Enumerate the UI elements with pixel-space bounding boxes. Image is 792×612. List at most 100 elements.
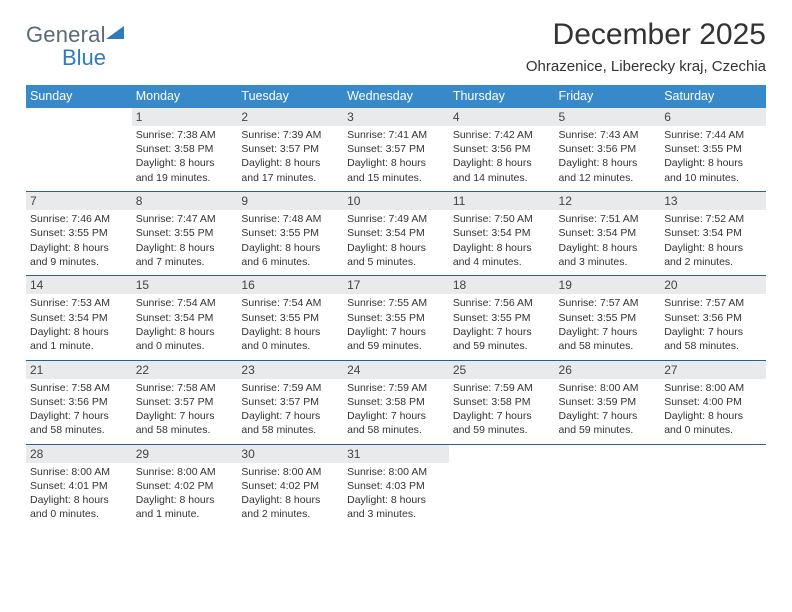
sunrise-line: Sunrise: 8:00 AM xyxy=(30,466,110,478)
day-detail-cell: Sunrise: 7:38 AMSunset: 3:58 PMDaylight:… xyxy=(132,126,238,191)
day-number-cell: 26 xyxy=(555,360,661,379)
sunrise-line: Sunrise: 7:58 AM xyxy=(30,382,110,394)
day-number-cell: 6 xyxy=(660,108,766,126)
daylight-line: Daylight: 8 hours and 1 minute. xyxy=(30,326,109,352)
sunset-line: Sunset: 3:57 PM xyxy=(241,396,319,408)
daylight-line: Daylight: 8 hours and 19 minutes. xyxy=(136,157,215,183)
sunrise-line: Sunrise: 7:41 AM xyxy=(347,129,427,141)
sunset-line: Sunset: 3:56 PM xyxy=(664,312,742,324)
day-number-row: 28293031 xyxy=(26,444,766,463)
sunset-line: Sunset: 4:01 PM xyxy=(30,480,108,492)
sunset-line: Sunset: 3:55 PM xyxy=(559,312,637,324)
daylight-line: Daylight: 7 hours and 59 minutes. xyxy=(347,326,426,352)
daylight-line: Daylight: 8 hours and 10 minutes. xyxy=(664,157,743,183)
sunset-line: Sunset: 3:57 PM xyxy=(136,396,214,408)
day-detail-row: Sunrise: 7:58 AMSunset: 3:56 PMDaylight:… xyxy=(26,379,766,444)
day-number-cell: 17 xyxy=(343,276,449,295)
daylight-line: Daylight: 8 hours and 15 minutes. xyxy=(347,157,426,183)
day-number-row: 78910111213 xyxy=(26,192,766,211)
sunset-line: Sunset: 3:56 PM xyxy=(453,143,531,155)
sunset-line: Sunset: 3:57 PM xyxy=(347,143,425,155)
logo-text-blue: Blue xyxy=(62,45,106,70)
day-number-cell: 28 xyxy=(26,444,132,463)
day-detail-cell: Sunrise: 7:41 AM Sunset: 3:57 PM Daylight:… xyxy=(343,126,449,191)
day-number-cell: 23 xyxy=(237,360,343,379)
daylight-line: Daylight: 8 hours and 9 minutes. xyxy=(30,242,109,268)
day-detail-cell: Sunrise: 8:00 AMSunset: 4:02 PMDaylight:… xyxy=(237,463,343,528)
sunrise-line: Sunrise: 7:50 AM xyxy=(453,213,533,225)
daylight-line: Daylight: 8 hours and 17 minutes. xyxy=(241,157,320,183)
day-detail-cell: Sunrise: 7:49 AMSunset: 3:54 PMDaylight:… xyxy=(343,210,449,275)
sunrise-line: Sunrise: 7:59 AM xyxy=(347,382,427,394)
day-detail-cell: Sunrise: 7:50 AMSunset: 3:54 PMDaylight:… xyxy=(449,210,555,275)
weekday-header: Thursday xyxy=(449,85,555,108)
day-detail-cell xyxy=(660,463,766,528)
daylight-line: Daylight: 7 hours and 58 minutes. xyxy=(347,410,426,436)
day-number-cell: 11 xyxy=(449,192,555,211)
day-number-cell: 25 xyxy=(449,360,555,379)
day-number-cell: 10 xyxy=(343,192,449,211)
daylight-line: Daylight: 8 hours and 0 minutes. xyxy=(241,326,320,352)
day-number-cell: 16 xyxy=(237,276,343,295)
day-detail-cell: Sunrise: 7:44 AMSunset: 3:55 PMDaylight:… xyxy=(660,126,766,191)
day-detail-cell: Sunrise: 7:48 AMSunset: 3:55 PMDaylight:… xyxy=(237,210,343,275)
day-detail-row: Sunrise: 7:53 AMSunset: 3:54 PMDaylight:… xyxy=(26,294,766,359)
daylight-line: Daylight: 7 hours and 58 minutes. xyxy=(136,410,215,436)
day-number-cell: 27 xyxy=(660,360,766,379)
day-detail-cell: Sunrise: 7:58 AM Sunset: 3:57 PM Daylight:… xyxy=(132,379,238,444)
day-number-cell: 22 xyxy=(132,360,238,379)
sunset-line: Sunset: 3:58 PM xyxy=(136,143,214,155)
sunrise-line: Sunrise: 7:53 AM xyxy=(30,297,110,309)
sunrise-line: Sunrise: 7:58 AM xyxy=(136,382,216,394)
sunrise-line: Sunrise: 7:51 AM xyxy=(559,213,639,225)
logo: General Blue xyxy=(26,18,128,70)
day-detail-cell: Sunrise: 8:00 AMSunset: 4:03 PMDaylight:… xyxy=(343,463,449,528)
day-detail-cell: Sunrise: 8:00 AMSunset: 4:02 PMDaylight:… xyxy=(132,463,238,528)
day-number-cell: 9 xyxy=(237,192,343,211)
sunrise-line: Sunrise: 7:56 AM xyxy=(453,297,533,309)
sunrise-line: Sunrise: 8:00 AM xyxy=(136,466,216,478)
daylight-line: Daylight: 8 hours and 5 minutes. xyxy=(347,242,426,268)
daylight-line: Daylight: 7 hours and 59 minutes. xyxy=(453,326,532,352)
day-detail-cell: Sunrise: 7:54 AMSunset: 3:54 PMDaylight:… xyxy=(132,294,238,359)
day-number-row: 21222324252627 xyxy=(26,360,766,379)
sunrise-line: Sunrise: 8:00 AM xyxy=(559,382,639,394)
daylight-line: Daylight: 8 hours and 0 minutes. xyxy=(30,494,109,520)
sunrise-line: Sunrise: 8:00 AM xyxy=(664,382,744,394)
sunrise-line: Sunrise: 7:43 AM xyxy=(559,129,639,141)
sunset-line: Sunset: 4:03 PM xyxy=(347,480,425,492)
sunrise-line: Sunrise: 8:00 AM xyxy=(347,466,427,478)
sunset-line: Sunset: 4:02 PM xyxy=(241,480,319,492)
sunset-line: Sunset: 3:55 PM xyxy=(347,312,425,324)
day-number-cell xyxy=(660,444,766,463)
sunset-line: Sunset: 3:54 PM xyxy=(453,227,531,239)
sunrise-line: Sunrise: 7:46 AM xyxy=(30,213,110,225)
sunset-line: Sunset: 3:55 PM xyxy=(30,227,108,239)
day-number-cell: 3 xyxy=(343,108,449,126)
day-detail-cell: Sunrise: 7:39 AMSunset: 3:57 PMDaylight:… xyxy=(237,126,343,191)
daylight-line: Daylight: 8 hours and 6 minutes. xyxy=(241,242,320,268)
page-subtitle: Ohrazenice, Liberecky kraj, Czechia xyxy=(526,58,766,75)
day-number-cell: 14 xyxy=(26,276,132,295)
sunset-line: Sunset: 3:55 PM xyxy=(136,227,214,239)
sunset-line: Sunset: 3:54 PM xyxy=(347,227,425,239)
day-detail-cell: Sunrise: 7:59 AMSunset: 3:58 PMDaylight:… xyxy=(343,379,449,444)
day-number-cell xyxy=(449,444,555,463)
day-number-cell: 19 xyxy=(555,276,661,295)
day-detail-cell xyxy=(555,463,661,528)
day-detail-cell: Sunrise: 8:00 AM Sunset: 4:01 PM Daylight:… xyxy=(26,463,132,528)
sunset-line: Sunset: 4:00 PM xyxy=(664,396,742,408)
day-number-cell: 8 xyxy=(132,192,238,211)
day-detail-cell: Sunrise: 7:57 AMSunset: 3:56 PMDaylight:… xyxy=(660,294,766,359)
daylight-line: Daylight: 8 hours and 2 minutes. xyxy=(241,494,320,520)
day-number-cell: 29 xyxy=(132,444,238,463)
page-title: December 2025 xyxy=(526,18,766,52)
daylight-line: Daylight: 8 hours and 0 minutes. xyxy=(136,326,215,352)
day-detail-cell: Sunrise: 8:00 AMSunset: 4:00 PMDaylight:… xyxy=(660,379,766,444)
day-number-cell: 2 xyxy=(237,108,343,126)
sunrise-line: Sunrise: 7:39 AM xyxy=(241,129,321,141)
day-detail-cell xyxy=(26,126,132,191)
daylight-line: Daylight: 7 hours and 59 minutes. xyxy=(453,410,532,436)
weekday-header: Wednesday xyxy=(343,85,449,108)
day-detail-cell: Sunrise: 7:46 AM Sunset: 3:55 PM Daylight:… xyxy=(26,210,132,275)
